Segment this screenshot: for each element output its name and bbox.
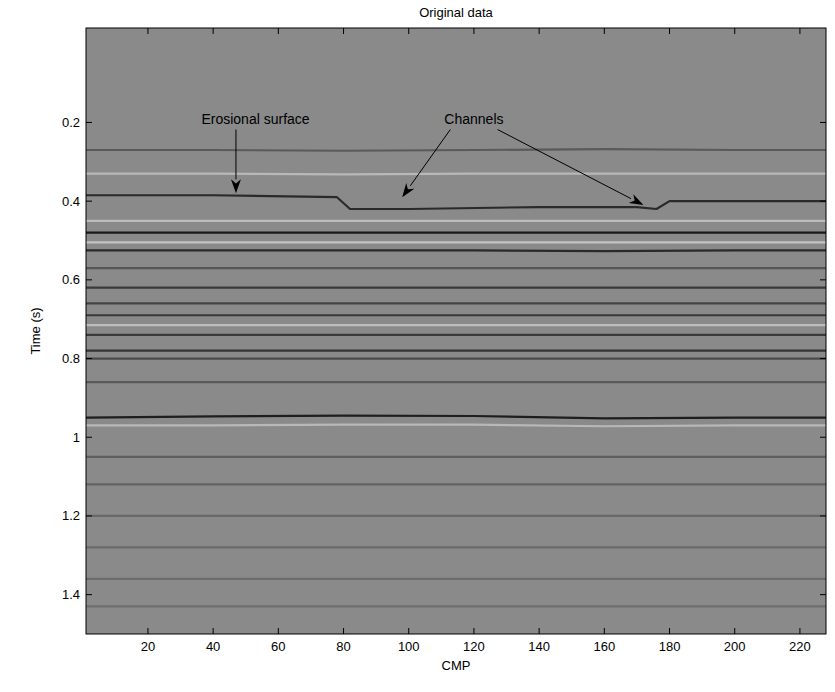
x-tick xyxy=(343,28,344,34)
title: Original data xyxy=(419,5,493,20)
y-tick xyxy=(820,515,826,516)
x-axis-title: CMP xyxy=(442,658,471,673)
x-tick xyxy=(799,28,800,34)
arrow-shaft xyxy=(498,130,632,199)
reflector xyxy=(86,241,826,243)
arrow-shaft xyxy=(410,130,450,186)
annotation-arrow xyxy=(231,130,241,194)
annotation-text: Channels xyxy=(444,111,503,127)
annotation-arrow xyxy=(498,130,644,206)
x-tick-label: 220 xyxy=(789,639,811,654)
x-tick-label: 40 xyxy=(206,639,220,654)
y-tick xyxy=(820,437,826,438)
reflector xyxy=(86,220,826,222)
x-tick xyxy=(669,628,670,634)
x-tick xyxy=(604,28,605,34)
x-tick-label: 140 xyxy=(528,639,550,654)
y-tick xyxy=(820,594,826,595)
reflector xyxy=(86,546,826,548)
x-tick-label: 100 xyxy=(398,639,420,654)
x-tick xyxy=(147,628,148,634)
x-tick-label: 180 xyxy=(659,639,681,654)
x-tick xyxy=(213,628,214,634)
reflector xyxy=(86,232,826,234)
x-tick xyxy=(408,28,409,34)
y-tick-label: 0.8 xyxy=(62,351,80,366)
x-tick xyxy=(539,628,540,634)
reflector xyxy=(86,515,826,517)
reflector xyxy=(86,578,826,580)
y-tick-label: 0.2 xyxy=(62,115,80,130)
reflector xyxy=(86,173,826,176)
reflector xyxy=(86,350,826,352)
x-tick xyxy=(604,628,605,634)
x-tick xyxy=(473,28,474,34)
x-tick xyxy=(799,628,800,634)
reflector xyxy=(86,267,826,269)
reflector xyxy=(86,302,826,304)
page-background xyxy=(0,0,835,692)
x-tick xyxy=(539,28,540,34)
reflector xyxy=(86,605,826,607)
y-tick xyxy=(86,515,92,516)
x-tick xyxy=(278,28,279,34)
reflector xyxy=(86,195,826,209)
y-tick-label: 1 xyxy=(73,430,80,445)
arrow-head xyxy=(629,194,644,205)
arrow-head xyxy=(402,183,414,197)
x-tick xyxy=(473,628,474,634)
y-tick xyxy=(820,358,826,359)
x-tick xyxy=(734,28,735,34)
x-tick-label: 60 xyxy=(271,639,285,654)
reflector xyxy=(86,149,826,151)
x-tick xyxy=(213,28,214,34)
y-tick xyxy=(86,358,92,359)
x-tick-label: 20 xyxy=(141,639,155,654)
x-tick xyxy=(669,28,670,34)
x-tick xyxy=(278,628,279,634)
reflector xyxy=(86,314,826,316)
arrow-head xyxy=(231,179,241,193)
reflector xyxy=(86,249,826,252)
reflector xyxy=(86,287,826,289)
x-tick-label: 120 xyxy=(463,639,485,654)
chart: 20 40 60 80 100 120 140 160 180 200 220 0.2 0.4 0.6 0.… xyxy=(0,0,835,692)
y-tick-label: 0.6 xyxy=(62,272,80,287)
y-tick xyxy=(86,594,92,595)
y-tick xyxy=(820,279,826,280)
x-tick-label: 160 xyxy=(593,639,615,654)
y-axis-title: Time (s) xyxy=(28,307,43,354)
y-tick xyxy=(86,437,92,438)
x-tick-label: 80 xyxy=(336,639,350,654)
y-tick-label: 1.4 xyxy=(62,587,80,602)
reflector xyxy=(86,425,826,427)
reflectors xyxy=(86,149,826,606)
plot-background xyxy=(86,28,826,634)
reflector xyxy=(86,324,826,326)
y-tick xyxy=(86,122,92,123)
y-tick xyxy=(820,122,826,123)
arrow-shaft xyxy=(235,130,236,180)
reflector xyxy=(86,381,826,383)
y-tick xyxy=(820,201,826,202)
annotation-arrow xyxy=(402,130,450,198)
annotation-text: Erosional surface xyxy=(201,111,309,127)
x-tick-label: 200 xyxy=(724,639,746,654)
reflector xyxy=(86,456,826,458)
y-tick xyxy=(86,279,92,280)
y-tick-label: 0.4 xyxy=(62,194,80,209)
reflector xyxy=(86,416,826,419)
reflector xyxy=(86,357,826,359)
plot-frame xyxy=(86,28,826,634)
x-tick xyxy=(408,628,409,634)
x-tick xyxy=(147,28,148,34)
reflector xyxy=(86,483,826,485)
reflector xyxy=(86,334,826,336)
y-tick xyxy=(86,201,92,202)
y-tick-label: 1.2 xyxy=(62,508,80,523)
x-tick xyxy=(734,628,735,634)
x-tick xyxy=(343,628,344,634)
